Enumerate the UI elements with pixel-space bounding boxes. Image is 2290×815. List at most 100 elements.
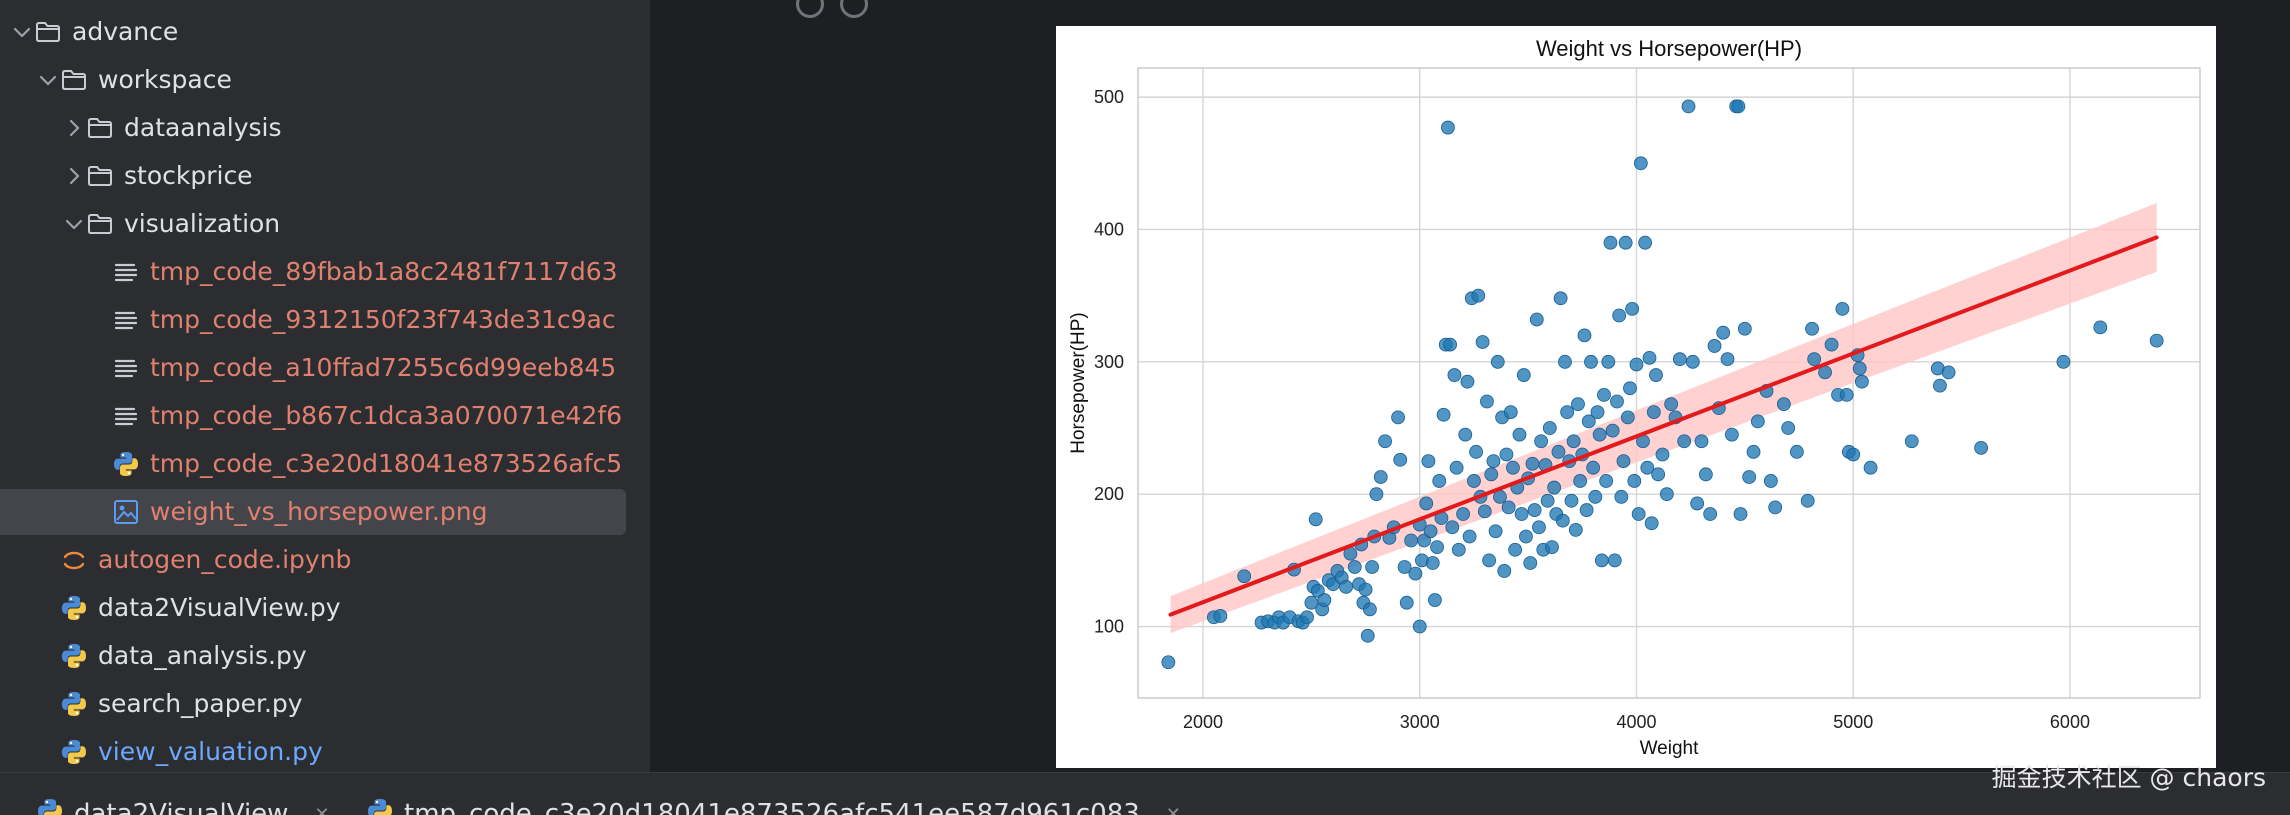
tree-file-row[interactable]: view_valuation.py xyxy=(0,729,650,772)
chevron-down-icon[interactable] xyxy=(10,20,34,44)
data-point xyxy=(2094,321,2107,334)
tree-item-label: tmp_code_b867c1dca3a070071e42f6 xyxy=(150,393,622,439)
folder-icon xyxy=(86,114,114,142)
data-point xyxy=(1600,474,1613,487)
data-point xyxy=(1632,508,1645,521)
data-point xyxy=(1498,564,1511,577)
tree-file-row[interactable]: data_analysis.py xyxy=(0,633,650,679)
data-point xyxy=(1628,474,1641,487)
toolbar-icon[interactable] xyxy=(796,0,824,18)
data-point xyxy=(1645,517,1658,530)
tree-folder-row[interactable]: visualization xyxy=(0,201,650,247)
data-point xyxy=(1942,366,1955,379)
data-point xyxy=(1608,554,1621,567)
x-tick-label: 5000 xyxy=(1833,712,1873,732)
data-point xyxy=(1405,534,1418,547)
data-point xyxy=(1606,424,1619,437)
tree-item-label: visualization xyxy=(124,201,280,247)
folder-icon xyxy=(86,210,114,238)
chevron-right-icon[interactable] xyxy=(62,164,86,188)
data-point xyxy=(1626,302,1639,315)
tree-item-label: tmp_code_9312150f23f743de31c9ac xyxy=(150,297,616,343)
data-point xyxy=(1699,468,1712,481)
toolbar-icon[interactable] xyxy=(840,0,868,18)
folder-icon xyxy=(86,162,114,190)
data-point xyxy=(1617,455,1630,468)
data-point xyxy=(1552,445,1565,458)
tree-item-label: view_valuation.py xyxy=(98,729,323,772)
data-point xyxy=(1764,474,1777,487)
tree-folder-row[interactable]: stockprice xyxy=(0,153,650,199)
data-point xyxy=(1359,583,1372,596)
chart-title: Weight vs Horsepower(HP) xyxy=(1536,36,1802,61)
x-tick-label: 3000 xyxy=(1400,712,1440,732)
tree-file-row[interactable]: tmp_code_c3e20d18041e873526afc5 xyxy=(0,441,650,487)
data-point xyxy=(1725,428,1738,441)
tree-item-label: tmp_code_89fbab1a8c2481f7117d63 xyxy=(150,249,618,295)
data-point xyxy=(1682,100,1695,113)
regression-line xyxy=(1171,237,2157,614)
data-point xyxy=(1478,505,1491,518)
data-point xyxy=(1480,395,1493,408)
data-point xyxy=(1238,570,1251,583)
tree-file-row[interactable]: weight_vs_horsepower.png xyxy=(0,489,650,535)
data-point xyxy=(1422,455,1435,468)
data-point xyxy=(1502,501,1515,514)
data-point xyxy=(1790,445,1803,458)
data-point xyxy=(1847,448,1860,461)
data-point xyxy=(1556,514,1569,527)
data-point xyxy=(1457,508,1470,521)
data-point xyxy=(1463,530,1476,543)
data-point xyxy=(1673,353,1686,366)
editor-tab[interactable]: tmp_code_c3e20d18041e873526afc541ee587d9… xyxy=(366,799,1181,815)
data-point xyxy=(1747,445,1760,458)
data-point xyxy=(1400,596,1413,609)
tree-file-row[interactable]: tmp_code_89fbab1a8c2481f7117d63 xyxy=(0,249,650,295)
tree-folder-row[interactable]: workspace xyxy=(0,57,650,103)
editor-tab-label: tmp_code_c3e20d18041e873526afc541ee587d9… xyxy=(404,799,1140,815)
close-icon[interactable]: ✕ xyxy=(314,804,329,815)
data-point xyxy=(1214,609,1227,622)
chevron-right-icon[interactable] xyxy=(62,116,86,140)
data-point xyxy=(1656,448,1669,461)
tree-folder-row[interactable]: advance xyxy=(0,9,650,55)
tree-item-label: advance xyxy=(72,9,178,55)
data-point xyxy=(1589,490,1602,503)
tree-file-row[interactable]: tmp_code_b867c1dca3a070071e42f6 xyxy=(0,393,650,439)
data-point xyxy=(1374,470,1387,483)
y-tick-label: 400 xyxy=(1094,219,1124,239)
python-file-icon xyxy=(60,738,88,766)
tree-file-row[interactable]: tmp_code_9312150f23f743de31c9ac xyxy=(0,297,650,343)
data-point xyxy=(1825,338,1838,351)
tree-file-row[interactable]: search_paper.py xyxy=(0,681,650,727)
data-point xyxy=(1574,474,1587,487)
chevron-down-icon[interactable] xyxy=(62,212,86,236)
tree-item-label: autogen_code.ipynb xyxy=(98,537,351,583)
data-point xyxy=(1524,557,1537,570)
tree-item-label: weight_vs_horsepower.png xyxy=(150,489,487,535)
data-point xyxy=(1509,543,1522,556)
data-point xyxy=(1578,329,1591,342)
close-icon[interactable]: ✕ xyxy=(1166,804,1181,815)
python-file-icon xyxy=(60,690,88,718)
data-point xyxy=(2057,355,2070,368)
data-point xyxy=(1565,494,1578,507)
x-tick-label: 6000 xyxy=(2050,712,2090,732)
tree-file-row[interactable]: data2VisualView.py xyxy=(0,585,650,631)
data-point xyxy=(1597,388,1610,401)
data-point xyxy=(1379,435,1392,448)
tree-folder-row[interactable]: dataanalysis xyxy=(0,105,650,151)
editor-tab[interactable]: data2VisualView✕ xyxy=(36,799,330,815)
data-point xyxy=(1318,594,1331,607)
python-file-icon xyxy=(60,642,88,670)
tree-file-row[interactable]: tmp_code_a10ffad7255c6d99eeb845 xyxy=(0,345,650,391)
data-point xyxy=(1530,313,1543,326)
tree-file-row[interactable]: autogen_code.ipynb xyxy=(0,537,650,583)
chevron-down-icon[interactable] xyxy=(36,68,60,92)
data-point xyxy=(1615,490,1628,503)
data-point xyxy=(1431,541,1444,554)
plot-frame xyxy=(1138,68,2200,698)
data-point xyxy=(1743,470,1756,483)
